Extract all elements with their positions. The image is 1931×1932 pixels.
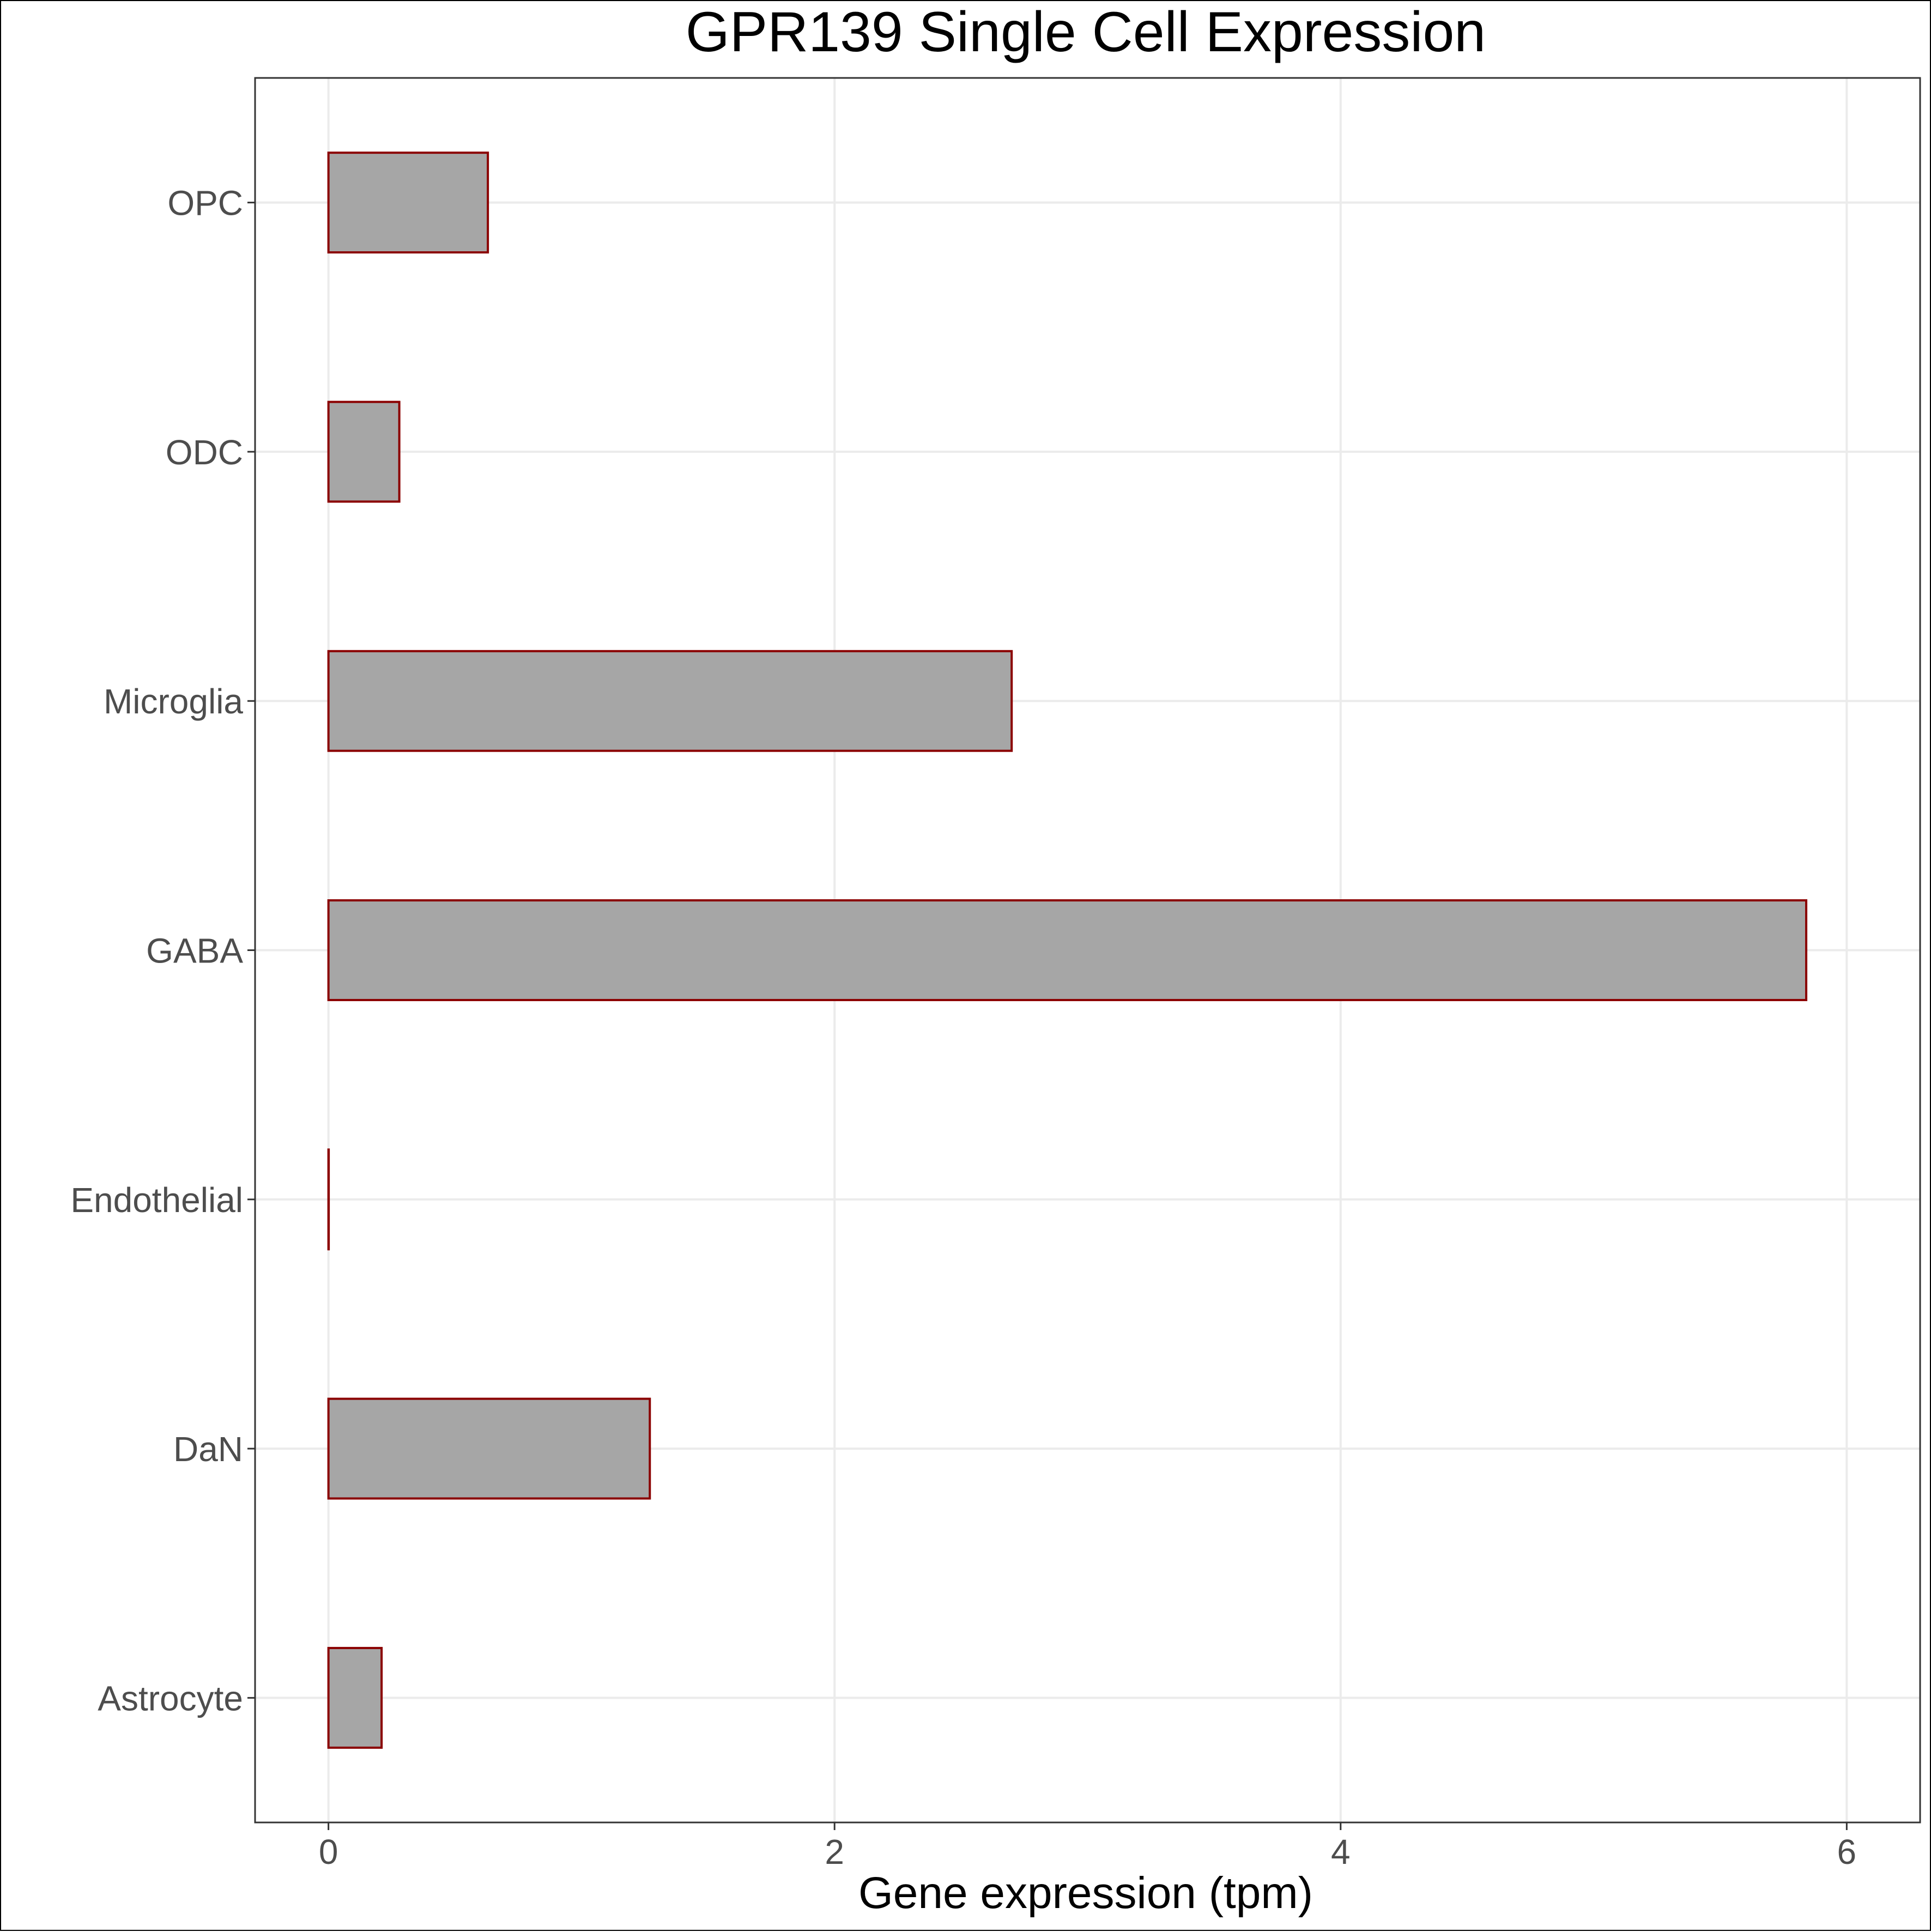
y-tick-label: GABA (146, 931, 243, 971)
bars (327, 152, 1808, 1749)
x-tick-label: 2 (825, 1832, 844, 1872)
bar-opc (327, 152, 489, 254)
x-axis-title: Gene expression (tpm) (858, 1868, 1313, 1918)
bar-microglia (327, 650, 1013, 752)
y-axis: Astrocyte DaN Endothelial GABA Microglia ODC O… (70, 184, 255, 1718)
x-tick-label: 6 (1837, 1832, 1857, 1872)
y-tick-label: Endothelial (70, 1180, 243, 1220)
x-tick-label: 0 (319, 1832, 338, 1872)
bar-gaba (327, 899, 1808, 1001)
y-tick-label: Astrocyte (98, 1679, 243, 1718)
bar-odc (327, 401, 401, 503)
y-tick-label: OPC (167, 184, 243, 223)
bar-dan (327, 1397, 651, 1500)
x-axis: 0 2 4 6 (319, 1822, 1856, 1872)
chart-title: GPR139 Single Cell Expression (686, 1, 1486, 64)
x-tick-label: 4 (1331, 1832, 1351, 1872)
bar-astrocyte (327, 1646, 383, 1749)
y-tick-label: Microglia (104, 682, 243, 721)
y-tick-label: ODC (166, 433, 243, 472)
y-tick-label: DaN (173, 1430, 243, 1469)
